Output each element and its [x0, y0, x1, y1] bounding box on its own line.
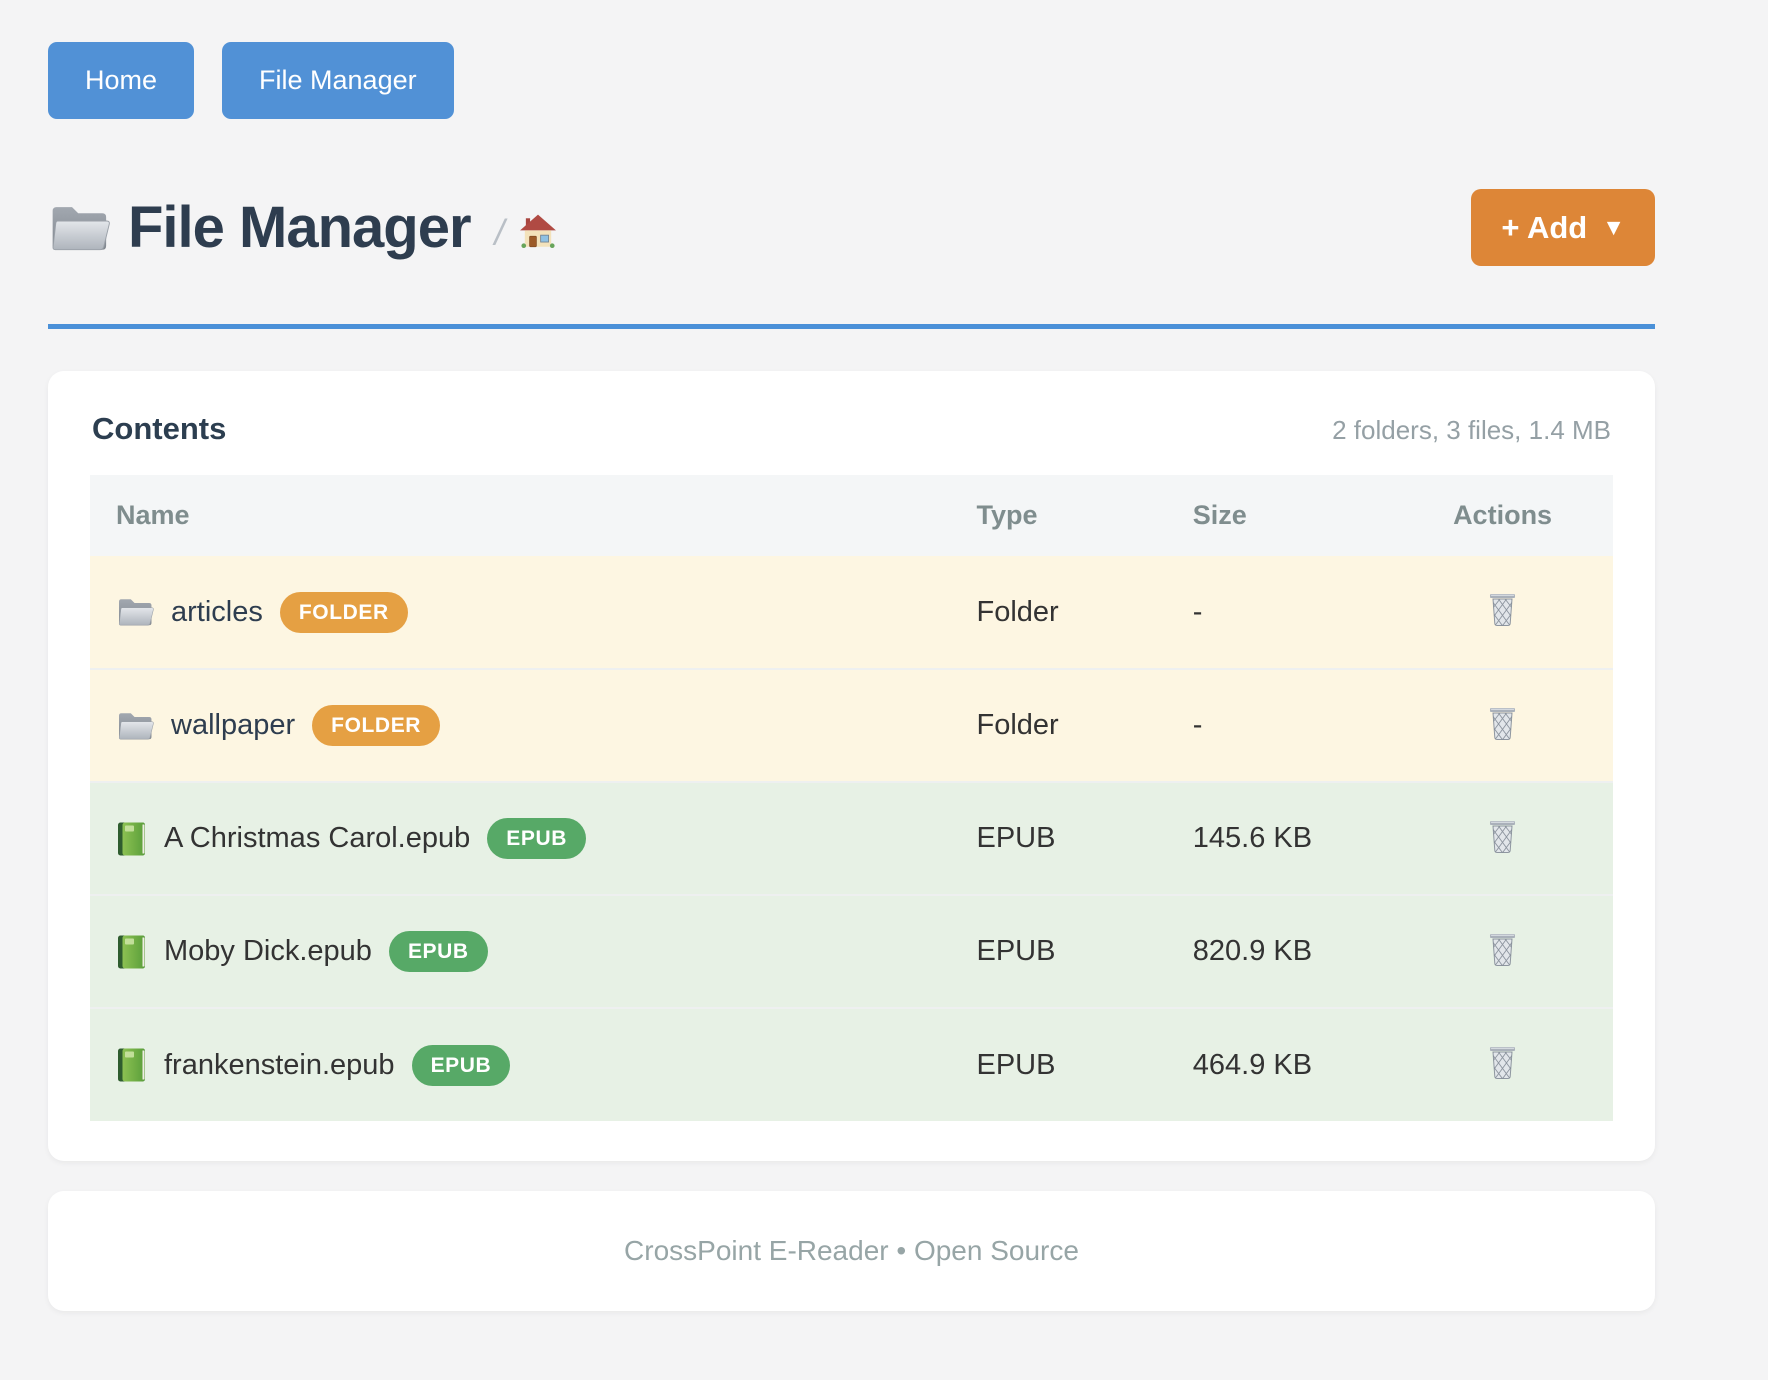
wastebasket-icon — [1485, 591, 1520, 628]
file-name: frankenstein.epub — [164, 1048, 395, 1081]
epub-badge: EPUB — [487, 818, 586, 859]
green-book-icon — [116, 821, 147, 857]
column-header-size: Size — [1166, 475, 1393, 556]
folder-icon — [116, 710, 154, 742]
add-button[interactable]: + Add ▼ — [1471, 189, 1655, 266]
add-button-label: + Add — [1501, 210, 1588, 245]
file-name: Moby Dick.epub — [164, 935, 372, 967]
type-cell: EPUB — [976, 935, 1056, 967]
table-row: articles FOLDER Folder - — [90, 556, 1613, 669]
wastebasket-icon — [1485, 1044, 1520, 1081]
folder-link[interactable]: wallpaper — [171, 709, 296, 741]
card-header: Contents 2 folders, 3 files, 1.4 MB — [90, 411, 1613, 447]
column-header-type: Type — [950, 475, 1167, 556]
contents-summary: 2 folders, 3 files, 1.4 MB — [1332, 415, 1611, 445]
green-book-icon — [116, 1047, 147, 1083]
home-icon[interactable] — [519, 213, 557, 251]
size-cell: 820.9 KB — [1192, 935, 1313, 967]
size-cell: 464.9 KB — [1192, 1048, 1313, 1081]
table-header-row: Name Type Size Actions — [90, 475, 1613, 556]
wastebasket-icon — [1485, 818, 1520, 855]
title-divider — [48, 324, 1655, 329]
folder-badge: FOLDER — [312, 705, 441, 746]
top-nav: Home File Manager — [48, 42, 1655, 119]
folder-link[interactable]: articles — [171, 595, 263, 628]
green-book-icon — [116, 934, 147, 970]
type-cell: EPUB — [976, 1048, 1056, 1081]
file-name: A Christmas Carol.epub — [164, 822, 471, 854]
folder-icon — [116, 596, 154, 628]
type-cell: EPUB — [976, 822, 1056, 854]
delete-button[interactable] — [1485, 705, 1520, 742]
footer-text: CrossPoint E-Reader • Open Source — [624, 1235, 1079, 1266]
page-title: File Manager — [128, 194, 472, 260]
epub-badge: EPUB — [388, 931, 488, 972]
table-row: frankenstein.epub EPUB EPUB 464.9 KB — [90, 1008, 1613, 1121]
size-cell: 145.6 KB — [1192, 822, 1313, 854]
folder-badge: FOLDER — [279, 591, 408, 633]
delete-button[interactable] — [1485, 818, 1520, 855]
wastebasket-icon — [1485, 931, 1520, 968]
wastebasket-icon — [1485, 705, 1520, 742]
type-cell: Folder — [976, 595, 1059, 628]
delete-button[interactable] — [1485, 931, 1520, 968]
card-title: Contents — [92, 411, 227, 446]
type-cell: Folder — [976, 709, 1059, 741]
column-header-actions: Actions — [1392, 475, 1613, 556]
size-cell: - — [1192, 709, 1203, 741]
page-header: File Manager / + Add ▼ — [48, 189, 1655, 266]
breadcrumb-separator: / — [494, 211, 505, 253]
delete-button[interactable] — [1485, 1044, 1520, 1081]
footer: CrossPoint E-Reader • Open Source — [48, 1191, 1655, 1311]
table-row: Moby Dick.epub EPUB EPUB 820.9 KB — [90, 895, 1613, 1008]
file-table: Name Type Size Actions articles FOLDER — [90, 475, 1613, 1121]
table-row: A Christmas Carol.epub EPUB EPUB 145.6 K… — [90, 782, 1613, 895]
column-header-name: Name — [90, 475, 951, 556]
delete-button[interactable] — [1485, 591, 1520, 628]
nav-file-manager-button[interactable]: File Manager — [222, 42, 454, 119]
chevron-down-icon: ▼ — [1602, 214, 1625, 240]
folder-icon — [48, 201, 110, 255]
table-row: wallpaper FOLDER Folder - — [90, 669, 1613, 782]
epub-badge: EPUB — [411, 1044, 511, 1086]
title-group: File Manager / — [48, 194, 557, 260]
contents-card: Contents 2 folders, 3 files, 1.4 MB Name… — [48, 371, 1655, 1161]
size-cell: - — [1192, 595, 1203, 628]
nav-home-button[interactable]: Home — [48, 42, 195, 119]
